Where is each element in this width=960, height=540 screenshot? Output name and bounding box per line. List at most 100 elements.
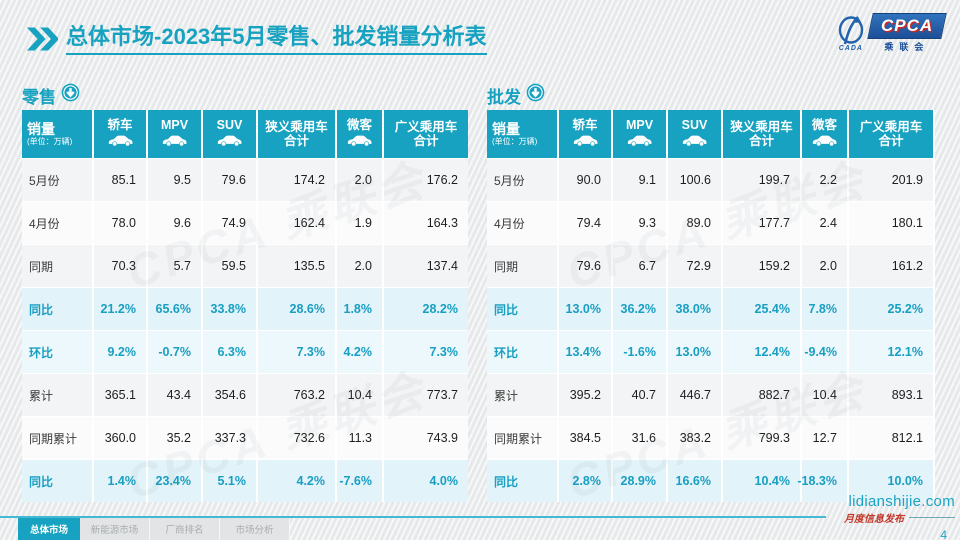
table-cell: 21.2% xyxy=(94,288,146,330)
header-cell-3: SUV xyxy=(668,110,721,158)
header-cell-6: 广义乘用车 合计 xyxy=(849,110,933,158)
row-label: 累计 xyxy=(487,374,557,416)
table-cell: 10.4 xyxy=(337,374,382,416)
tab-市场分析[interactable]: 市场分析 xyxy=(220,518,290,540)
header-column-label: 狭义乘用车 xyxy=(730,119,793,134)
row-label: 同比 xyxy=(22,288,92,330)
table-cell: 337.3 xyxy=(203,417,256,459)
header-cell-3: SUV xyxy=(203,110,256,158)
table-cell: 180.1 xyxy=(849,202,933,244)
header-cell-2: MPV xyxy=(148,110,201,158)
row-label: 环比 xyxy=(22,331,92,373)
table-cell: 33.8% xyxy=(203,288,256,330)
table-cell: 35.2 xyxy=(148,417,201,459)
issue-label: 月度信息发布 xyxy=(844,514,904,525)
table-cell: -9.4% xyxy=(802,331,847,373)
header-cell-5: 微客 xyxy=(802,110,847,158)
table-cell: 384.5 xyxy=(559,417,611,459)
page-title: 总体市场-2023年5月零售、批发销量分析表 xyxy=(66,24,487,56)
header-column-sublabel: 合计 xyxy=(413,134,439,148)
table-cell: 2.0 xyxy=(337,245,382,287)
table-cell: -0.7% xyxy=(148,331,201,373)
header-cell-5: 微客 xyxy=(337,110,382,158)
table-cell: 23.4% xyxy=(148,460,201,502)
table-cell: 85.1 xyxy=(94,159,146,201)
header-column-label: SUV xyxy=(681,118,708,133)
microvan-icon xyxy=(811,133,838,150)
header-cell-4: 狭义乘用车 合计 xyxy=(258,110,335,158)
mpv-icon xyxy=(626,133,653,150)
page-title-main: 总体市场 xyxy=(66,24,155,49)
table-cell: 2.0 xyxy=(802,245,847,287)
header-column-label: SUV xyxy=(216,118,243,133)
issue-dash xyxy=(909,517,955,518)
table-cell: 28.9% xyxy=(613,460,666,502)
table-cell: 162.4 xyxy=(258,202,335,244)
tab-厂商排名[interactable]: 厂商排名 xyxy=(150,518,220,540)
row-label: 5月份 xyxy=(22,159,92,201)
tab-总体市场[interactable]: 总体市场 xyxy=(18,518,80,540)
table-cell: 4.0% xyxy=(384,460,468,502)
header-cell-6: 广义乘用车 合计 xyxy=(384,110,468,158)
double-chevron-icon xyxy=(26,27,59,56)
table-cell: -18.3% xyxy=(797,460,847,502)
table-cell: 74.9 xyxy=(203,202,256,244)
table-cell: 2.8% xyxy=(559,460,611,502)
header-unit-label: (单位：万辆) xyxy=(492,137,538,147)
header-column-sublabel: 合计 xyxy=(878,134,904,148)
retail-table: 销量 (单位：万辆) 轿车 MPV SUV 狭义乘用车 合计 微客 广义乘用车 合计 5月份 85.1… xyxy=(22,110,468,502)
table-cell: 7.3% xyxy=(258,331,335,373)
header-column-label: MPV xyxy=(625,118,654,133)
sedan-icon xyxy=(107,133,134,150)
header-sales-label: 销量 xyxy=(492,121,520,138)
table-cell: 6.3% xyxy=(203,331,256,373)
header-column-label: 微客 xyxy=(811,118,837,133)
table-cell: 79.4 xyxy=(559,202,611,244)
table-cell: 5.1% xyxy=(203,460,256,502)
titlebar: 总体市场-2023年5月零售、批发销量分析表 xyxy=(26,24,487,56)
table-cell: 79.6 xyxy=(559,245,611,287)
table-cell: 59.5 xyxy=(203,245,256,287)
table-cell: 137.4 xyxy=(384,245,468,287)
footer-divider xyxy=(0,516,826,518)
table-cell: 12.4% xyxy=(723,331,800,373)
table-cell: 6.7 xyxy=(613,245,666,287)
row-label: 同期 xyxy=(487,245,557,287)
cada-emblem-icon: CADA xyxy=(836,15,866,52)
header-column-label: 微客 xyxy=(346,118,372,133)
header-column-label: 狭义乘用车 xyxy=(265,119,328,134)
table-cell: 799.3 xyxy=(723,417,800,459)
bottom-nav: 总体市场 新能源市场 厂商排名 市场分析 xyxy=(18,518,290,540)
table-cell: 9.3 xyxy=(613,202,666,244)
table-cell: 89.0 xyxy=(668,202,721,244)
retail-section-head: 零售 xyxy=(22,83,468,107)
row-label: 环比 xyxy=(487,331,557,373)
table-cell: 164.3 xyxy=(384,202,468,244)
table-cell: 1.9 xyxy=(337,202,382,244)
header-unit-label: (单位：万辆) xyxy=(27,137,73,147)
mpv-icon xyxy=(161,133,188,150)
retail-section-title: 零售 xyxy=(22,87,56,107)
table-cell: 12.1% xyxy=(849,331,933,373)
table-cell: 812.1 xyxy=(849,417,933,459)
table-cell: 2.2 xyxy=(802,159,847,201)
table-cell: 161.2 xyxy=(849,245,933,287)
table-cell: 79.6 xyxy=(203,159,256,201)
header-cell-sales: 销量 (单位：万辆) xyxy=(22,110,92,158)
table-cell: 11.3 xyxy=(337,417,382,459)
table-cell: 763.2 xyxy=(258,374,335,416)
tab-新能源市场[interactable]: 新能源市场 xyxy=(80,518,150,540)
table-cell: 43.4 xyxy=(148,374,201,416)
page-title-rest: -2023年5月零售、批发销量分析表 xyxy=(154,24,487,49)
header-column-sublabel: 合计 xyxy=(283,134,309,148)
row-label: 同比 xyxy=(22,460,92,502)
header-column-label: MPV xyxy=(160,118,189,133)
table-cell: -1.6% xyxy=(613,331,666,373)
footer-info: lidianshijie.com 月度信息发布 4 xyxy=(785,493,955,540)
circle-down-arrow-icon xyxy=(526,83,545,107)
cpca-box: CPCA xyxy=(867,13,947,39)
table-cell: 2.4 xyxy=(802,202,847,244)
table-cell: 40.7 xyxy=(613,374,666,416)
wholesale-panel: 批发 销量 (单位：万辆) 轿车 MPV SUV 狭义乘用车 合计 微客 广义乘用车 合计 5月份 9… xyxy=(487,83,935,502)
sedan-icon xyxy=(572,133,599,150)
